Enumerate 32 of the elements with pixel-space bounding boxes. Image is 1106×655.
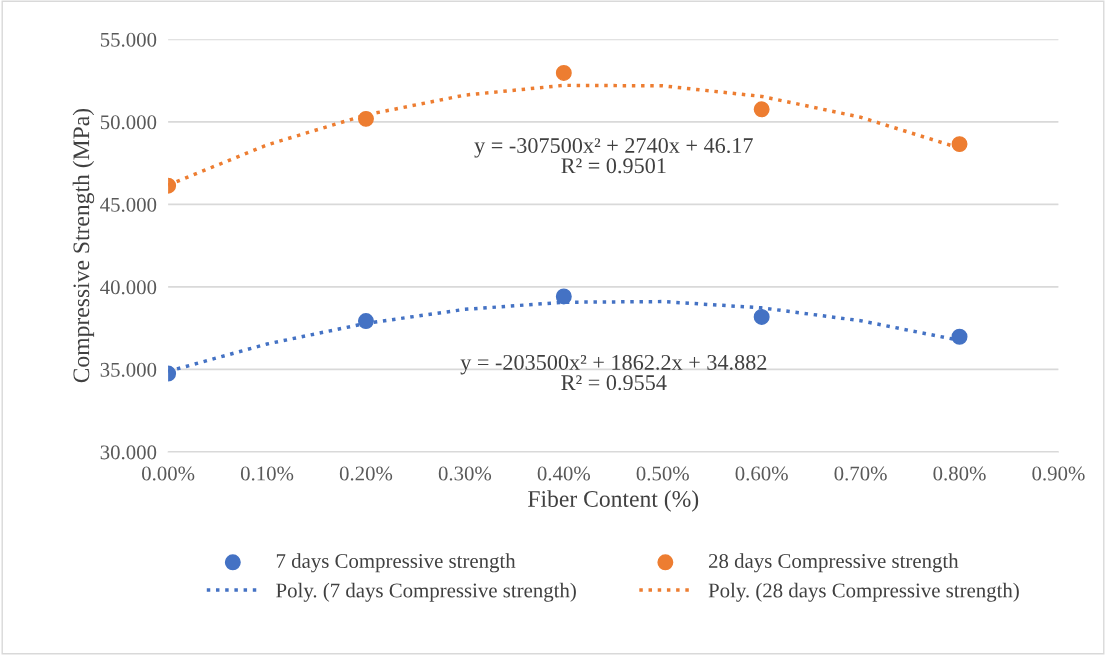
- x-tick-label: 0.00%: [142, 466, 195, 481]
- legend-label: 7 days Compressive strength: [276, 553, 516, 573]
- x-tick-label: 0.30%: [438, 466, 492, 481]
- y-tick-label: 30.000: [100, 445, 157, 460]
- x-tick-label: 0.60%: [735, 466, 788, 481]
- x-tick-label: 0.80%: [933, 466, 986, 481]
- x-tick-label: 0.40%: [537, 466, 591, 481]
- y-tick-label: 55.000: [100, 32, 157, 47]
- x-tick-label: 0.50%: [636, 466, 689, 481]
- legend-label: Poly. (28 days Compressive strength): [708, 582, 1019, 602]
- point: [951, 328, 968, 345]
- legend-label: Poly. (7 days Compressive strength): [276, 582, 576, 602]
- y-tick-label: 35.000: [100, 362, 157, 377]
- x-tick-label: 0.20%: [339, 466, 393, 481]
- y-tick-label: 50.000: [100, 115, 157, 130]
- point: [357, 313, 374, 330]
- point: [555, 288, 572, 305]
- x-tick-label: 0.70%: [834, 466, 887, 481]
- annotation: y = -203500x² + 1862.2x + 34.882 R² = 0.9554: [460, 354, 767, 391]
- x-axis-title: Fiber Content (%): [528, 490, 699, 512]
- x-tick-label: 0.10%: [240, 466, 294, 481]
- point: [951, 136, 968, 153]
- legend-label: 28 days Compressive strength: [708, 553, 959, 573]
- point: [753, 101, 770, 118]
- y-axis-title: Compressive Strength (MPa): [72, 108, 95, 383]
- y-tick-label: 45.000: [100, 197, 157, 212]
- annotation: y = -307500x² + 2740x + 46.17 R² = 0.9501: [474, 138, 753, 174]
- point: [555, 64, 572, 81]
- point: [753, 308, 770, 325]
- y-tick-label: 40.000: [100, 280, 157, 295]
- x-tick-label: 0.90%: [1032, 466, 1085, 481]
- point: [357, 110, 374, 127]
